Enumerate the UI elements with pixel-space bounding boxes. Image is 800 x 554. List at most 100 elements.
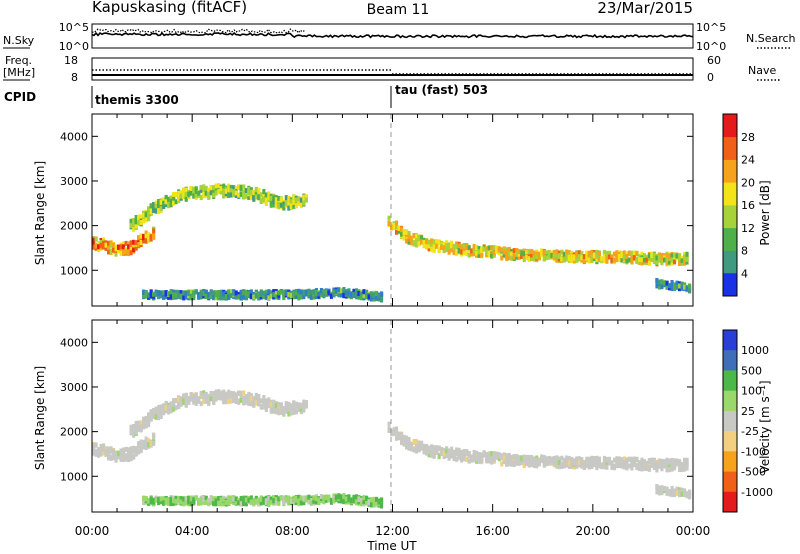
power-cell [257, 292, 261, 298]
power-cell [174, 292, 178, 298]
velocity-cell [515, 460, 519, 466]
power-cell [590, 249, 594, 255]
velocity-cell [237, 500, 241, 506]
velocity-cell [297, 500, 301, 506]
velocity-cell [204, 496, 208, 501]
power-cell [570, 250, 574, 256]
power-cell [622, 250, 626, 256]
velocity-cell [347, 494, 351, 500]
velocity-cell [239, 496, 243, 501]
velocity-cell [339, 498, 343, 504]
velocity-cell [522, 463, 526, 469]
velocity-cell [467, 451, 471, 457]
velocity-cell [450, 453, 454, 459]
velocity-cell [302, 404, 306, 409]
power-cell [683, 254, 687, 260]
power-cell [147, 211, 151, 217]
velocity-cell [264, 398, 268, 404]
velocity-cell [354, 497, 358, 503]
power-cell [292, 294, 296, 300]
power-cell [207, 192, 211, 198]
power-cell [227, 187, 231, 193]
velocity-cell [525, 460, 529, 466]
velocity-cell [642, 459, 646, 465]
power-cell [673, 283, 677, 289]
power-cell [507, 255, 511, 261]
velocity-cell [597, 460, 601, 466]
power-cell [279, 289, 283, 295]
freq-tick-bottom: 8 [71, 71, 78, 84]
power-cell [129, 247, 133, 252]
power-cell [134, 223, 138, 229]
power-cell [527, 256, 531, 262]
velocity-cell [132, 428, 136, 434]
velocity-cell [99, 445, 103, 451]
power-cell [670, 285, 674, 290]
velocity-cell [212, 496, 216, 502]
velocity-cell [117, 450, 121, 456]
velocity-cell [269, 496, 273, 502]
power-cell [164, 202, 168, 208]
power-cell [370, 293, 374, 299]
velocity-cell [460, 450, 464, 456]
power-cell [192, 291, 196, 297]
power-cell [152, 205, 156, 211]
velocity-cell [490, 459, 494, 465]
power-cell [450, 247, 454, 253]
colorbar-swatch [723, 431, 737, 452]
power-cell [224, 294, 228, 299]
power-cell [570, 257, 574, 263]
power-cell [427, 246, 431, 252]
power-cell [287, 201, 291, 207]
velocity-cell [620, 463, 624, 469]
power-cell [652, 259, 656, 264]
velocity-cell [655, 461, 659, 467]
power-cell [299, 294, 303, 300]
velocity-cell [94, 448, 98, 454]
velocity-cell [635, 456, 639, 462]
velocity-cell [277, 401, 281, 407]
velocity-cell [174, 495, 178, 501]
velocity-cell [244, 500, 248, 506]
power-cell [242, 290, 246, 296]
velocity-cell [147, 412, 151, 418]
velocity-cell [139, 446, 143, 451]
power-cell [99, 242, 103, 248]
velocity-cell [132, 424, 136, 429]
velocity-cell [294, 403, 298, 409]
velocity-cell [392, 429, 396, 434]
velocity-cell [602, 464, 606, 470]
velocity-cell [505, 453, 509, 459]
power-cell [222, 188, 226, 194]
velocity-cell [134, 451, 138, 457]
power-cell [500, 255, 504, 261]
station-title: Kapuskasing (fitACF) [92, 0, 247, 16]
velocity-cell [149, 441, 153, 447]
power-cell [668, 259, 672, 265]
power-cell [400, 227, 404, 233]
x-tick-label: 16:00 [475, 524, 510, 538]
velocity-cell [460, 455, 464, 461]
power-cell [552, 249, 556, 255]
power-cell [134, 215, 138, 220]
power-cell [184, 195, 188, 201]
power-cell [147, 232, 151, 238]
velocity-cell [407, 437, 411, 442]
power-cell [252, 196, 256, 202]
velocity-cell [627, 463, 631, 469]
velocity-cell [167, 497, 171, 503]
velocity-cell [575, 461, 579, 467]
velocity-cell [380, 497, 384, 503]
power-cell [144, 217, 148, 223]
velocity-cell [570, 456, 574, 462]
velocity-cell [114, 457, 118, 463]
velocity-cell [640, 466, 644, 472]
power-cell [647, 258, 651, 263]
power-cell [605, 258, 609, 264]
power-cell [665, 253, 669, 259]
power-cell [487, 245, 491, 251]
velocity-cell [147, 442, 151, 448]
power-cell [222, 183, 226, 189]
power-cell [142, 233, 146, 239]
power-cell [129, 240, 133, 246]
